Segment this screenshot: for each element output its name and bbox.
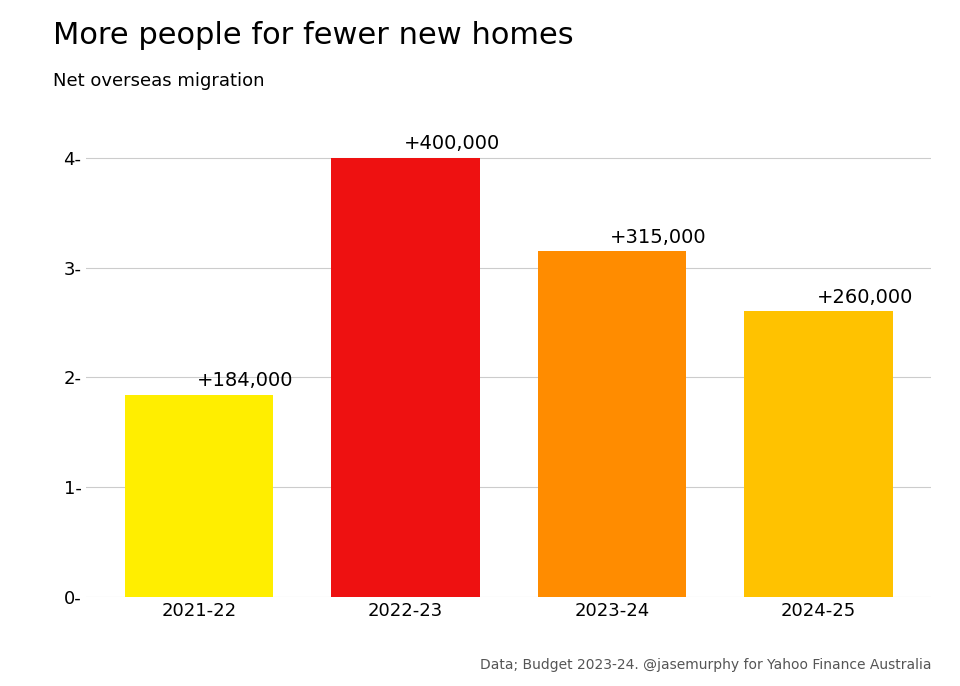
Text: +260,000: +260,000: [816, 288, 913, 307]
Text: More people for fewer new homes: More people for fewer new homes: [53, 21, 573, 49]
Text: +400,000: +400,000: [403, 134, 500, 154]
Text: +184,000: +184,000: [197, 372, 294, 390]
Bar: [125, 395, 274, 597]
Text: Data; Budget 2023-24. @jasemurphy for Yahoo Finance Australia: Data; Budget 2023-24. @jasemurphy for Ya…: [480, 659, 931, 672]
Bar: [744, 311, 893, 597]
Bar: [331, 158, 480, 597]
Text: Net overseas migration: Net overseas migration: [53, 72, 264, 90]
Text: +315,000: +315,000: [610, 228, 707, 247]
Bar: [538, 251, 686, 597]
